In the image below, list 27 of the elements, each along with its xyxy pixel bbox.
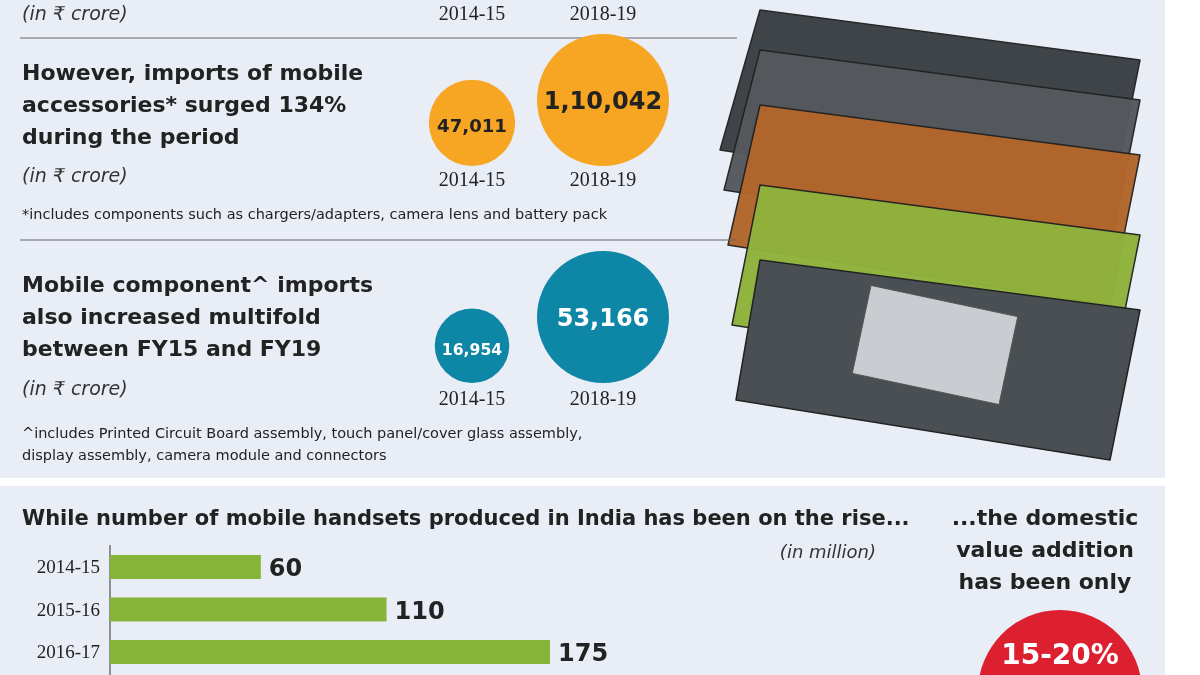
text: (in million) (779, 541, 876, 562)
data-label: 16,954 (441, 339, 503, 359)
y-tick-label: 2014-15 (36, 556, 100, 577)
data-label: 110 (394, 596, 445, 625)
text: ^includes Printed Circuit Board assembly, touch panel/cover glass assembly, display assembly, camera module and connectors (22, 425, 583, 463)
text: 15-20% (1001, 638, 1119, 671)
text: *includes components such as chargers/adapters, camera lens and battery pack (22, 206, 608, 222)
data-label: 60 (268, 554, 303, 582)
category-label: 2018-19 (569, 387, 637, 409)
y-tick-label: 2015-16 (36, 598, 100, 620)
category-label: 2014-15 (438, 2, 506, 24)
y-tick-label: 2016-17 (36, 641, 100, 662)
chart-title: While number of mobile handsets produced in India has been on the rise... (22, 506, 910, 530)
data-label: 47,011 (437, 114, 507, 136)
category-label: 2014-15 (438, 387, 506, 409)
text: However, imports of mobile accessories* surged 134% during the period (22, 60, 364, 149)
text: (in ₹ crore) (22, 164, 128, 186)
category-label: 2014-15 (438, 168, 506, 190)
data-label: 53,166 (556, 304, 650, 332)
category-label: 2018-19 (569, 168, 637, 190)
text: Mobile component^ imports also increased multifold between FY15 and FY19 (22, 272, 374, 361)
data-label: 1,10,042 (543, 87, 663, 115)
text: ...the domestic value addition has been only (951, 505, 1139, 594)
category-label: 2018-19 (569, 2, 637, 24)
text: (in ₹ crore) (22, 2, 128, 24)
text: (in ₹ crore) (22, 377, 128, 399)
data-label: 175 (558, 639, 609, 667)
